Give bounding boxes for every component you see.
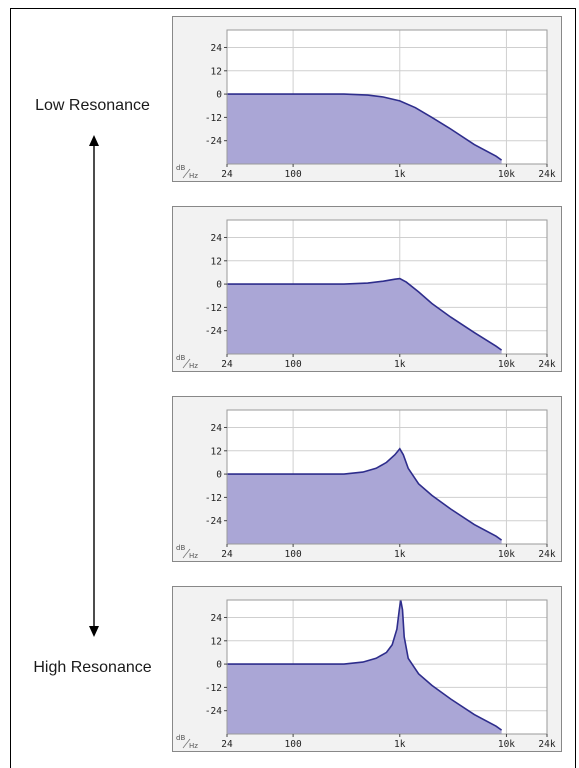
y-tick-label: -12: [205, 113, 222, 124]
x-tick-label: 1k: [394, 359, 406, 370]
x-tick-label: 10k: [498, 549, 515, 560]
x-tick-label: 1k: [394, 739, 406, 750]
y-tick-label: 12: [211, 636, 222, 647]
plot-frame: [226, 219, 548, 355]
x-tick-label: 1k: [394, 169, 406, 180]
x-unit-label: Hz: [189, 552, 198, 560]
y-tick-label: 12: [211, 256, 222, 267]
x-tick-label: 24: [221, 739, 233, 750]
unit-slash: [182, 168, 191, 179]
x-tick-label: 24: [221, 549, 233, 560]
y-tick-label: -24: [205, 326, 222, 337]
y-tick-label: -12: [205, 493, 222, 504]
x-tick-label: 24k: [538, 549, 555, 560]
plot-frame: [226, 599, 548, 735]
filter-response-chart-1: 24 12 0 -12 -24 24 100 1k 10k 24k dB Hz: [172, 16, 562, 182]
plot-frame: [226, 409, 548, 545]
x-tick-label: 10k: [498, 739, 515, 750]
response-area: [227, 600, 502, 734]
chart-svg: 24 12 0 -12 -24 24 100 1k 10k 24k dB Hz: [172, 396, 562, 562]
response-line: [227, 93, 503, 161]
x-tick-label: 100: [285, 359, 302, 370]
x-tick-label: 24k: [538, 359, 555, 370]
y-tick-label: 12: [211, 446, 222, 457]
high-resonance-label: High Resonance: [33, 659, 152, 676]
x-tick-label: 100: [285, 549, 302, 560]
x-unit-label: Hz: [189, 172, 198, 180]
y-tick-label: -12: [205, 303, 222, 314]
plot-frame: [226, 29, 548, 165]
filter-response-chart-3: 24 12 0 -12 -24 24 100 1k 10k 24k dB Hz: [172, 396, 562, 562]
figure-frame: [10, 8, 576, 768]
filter-response-chart-2: 24 12 0 -12 -24 24 100 1k 10k 24k dB Hz: [172, 206, 562, 372]
low-resonance-label: Low Resonance: [35, 97, 150, 114]
arrow-head-down-icon: [89, 626, 99, 637]
x-unit-label: Hz: [189, 362, 198, 370]
y-unit-label: dB: [176, 544, 185, 552]
y-unit-label: dB: [176, 164, 185, 172]
unit-slash: [182, 358, 191, 369]
response-area: [227, 448, 502, 544]
unit-slash: [182, 738, 191, 749]
x-tick-label: 100: [285, 169, 302, 180]
y-tick-label: 12: [211, 66, 222, 77]
x-tick-label: 24: [221, 359, 233, 370]
y-tick-label: 24: [211, 233, 223, 244]
chart-svg: 24 12 0 -12 -24 24 100 1k 10k 24k dB Hz: [172, 586, 562, 752]
x-tick-label: 24k: [538, 169, 555, 180]
y-tick-label: 24: [211, 613, 223, 624]
resonance-arrow: [89, 135, 99, 637]
chart-svg: 24 12 0 -12 -24 24 100 1k 10k 24k dB Hz: [172, 16, 562, 182]
response-area: [227, 278, 502, 354]
y-tick-label: 24: [211, 423, 223, 434]
x-tick-label: 24k: [538, 739, 555, 750]
y-tick-label: -24: [205, 136, 222, 147]
y-tick-label: 0: [216, 470, 222, 481]
x-tick-label: 24: [221, 169, 233, 180]
x-tick-label: 1k: [394, 549, 406, 560]
response-line: [227, 599, 503, 731]
response-area: [227, 94, 502, 164]
y-tick-label: 0: [216, 90, 222, 101]
y-unit-label: dB: [176, 734, 185, 742]
y-unit-label: dB: [176, 354, 185, 362]
x-tick-label: 10k: [498, 169, 515, 180]
x-unit-label: Hz: [189, 742, 198, 750]
x-tick-label: 10k: [498, 359, 515, 370]
response-line: [227, 277, 503, 351]
chart-svg: 24 12 0 -12 -24 24 100 1k 10k 24k dB Hz: [172, 206, 562, 372]
x-tick-label: 100: [285, 739, 302, 750]
y-tick-label: 0: [216, 280, 222, 291]
y-tick-label: 24: [211, 43, 223, 54]
y-tick-label: -12: [205, 683, 222, 694]
response-line: [227, 447, 503, 541]
y-tick-label: -24: [205, 516, 222, 527]
unit-slash: [182, 548, 191, 559]
y-tick-label: 0: [216, 660, 222, 671]
arrow-head-up-icon: [89, 135, 99, 146]
y-tick-label: -24: [205, 706, 222, 717]
filter-response-chart-4: 24 12 0 -12 -24 24 100 1k 10k 24k dB Hz: [172, 586, 562, 752]
